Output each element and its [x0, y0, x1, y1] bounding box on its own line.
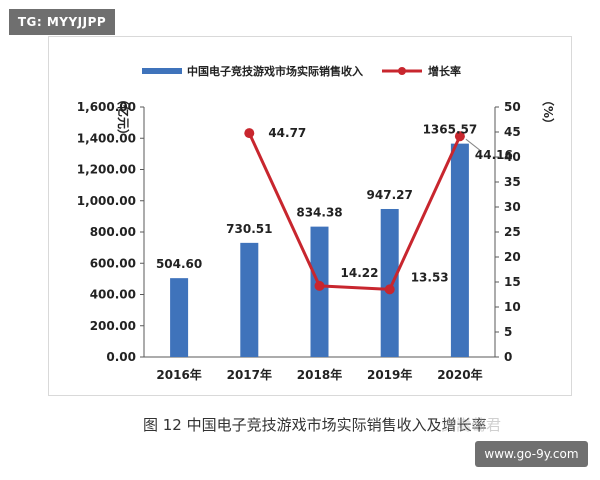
y-left-tick-label: 1,600.00 [77, 100, 136, 114]
bar [450, 143, 469, 357]
legend-line-marker [398, 67, 406, 75]
bar [170, 278, 189, 357]
growth-point [314, 280, 325, 291]
x-tick-label: 2019年 [367, 367, 412, 382]
y-right-tick-label: 40 [504, 150, 521, 164]
y-right-tick-label: 15 [504, 275, 521, 289]
x-tick-label: 2020年 [437, 367, 482, 382]
growth-point [384, 284, 395, 295]
y-left-tick-label: 0.00 [106, 350, 136, 364]
legend-line-label: 增长率 [428, 64, 461, 78]
y-right-tick-label: 20 [504, 250, 521, 264]
x-tick-label: 2018年 [297, 367, 342, 382]
tg-badge: TG: MYYJJPP [9, 9, 115, 35]
bar-data-label: 1365.57 [423, 123, 478, 137]
y-left-tick-label: 400.00 [90, 288, 136, 302]
y-left-tick-label: 1,000.00 [77, 194, 136, 208]
line-data-label: 44.16 [475, 148, 513, 162]
bar-data-label: 947.27 [367, 188, 413, 202]
bar-data-label: 730.51 [226, 222, 272, 236]
legend-bar-swatch [142, 68, 182, 74]
y-left-axis-title: （亿元） [116, 93, 131, 141]
bar [310, 226, 329, 357]
line-data-label: 44.77 [268, 126, 306, 140]
bar-data-label: 504.60 [156, 257, 202, 271]
y-left-tick-label: 1,200.00 [77, 163, 136, 177]
y-right-tick-label: 30 [504, 200, 521, 214]
legend-bar-label: 中国电子竞技游戏市场实际销售收入 [187, 64, 363, 78]
line-data-label: 13.53 [411, 270, 449, 284]
growth-point [454, 131, 465, 142]
label-leader-line [465, 138, 481, 151]
chart-frame: 中国电子竞技游戏市场实际销售收入 增长率 0.00 200.00 400.00 600.0… [48, 36, 572, 396]
bar [380, 208, 399, 357]
y-left-tick-label: 1,400.00 [77, 131, 136, 145]
figure-caption: 图 12 中国电子竞技游戏市场实际销售收入及增长率 资嵩萄君 [143, 414, 501, 435]
y-right-tick-label: 25 [504, 225, 521, 239]
y-right-axis-title: （%） [541, 94, 556, 130]
figure-caption-text: 图 12 中国电子竞技游戏市场实际销售收入及增长率 [143, 416, 487, 434]
line-data-label: 14.22 [341, 266, 379, 280]
sales-growth-chart: 中国电子竞技游戏市场实际销售收入 增长率 0.00 200.00 400.00 600.0… [77, 64, 556, 382]
y-right-tick-label: 45 [504, 125, 521, 139]
x-tick-label: 2017年 [227, 367, 272, 382]
x-tick-label: 2016年 [156, 367, 201, 382]
y-left-tick-label: 600.00 [90, 256, 136, 270]
y-right-tick-label: 50 [504, 100, 521, 114]
growth-line [247, 132, 462, 291]
bar-data-label: 834.38 [296, 206, 342, 220]
site-url-badge[interactable]: www.go-9y.com [475, 441, 588, 467]
y-left-tick-label: 800.00 [90, 225, 136, 239]
bar [240, 242, 259, 357]
caption-watermark: 资嵩萄君 [441, 416, 502, 434]
y-right-tick-label: 35 [504, 175, 521, 189]
y-right-tick-label: 0 [504, 350, 512, 364]
y-left-tick-label: 200.00 [90, 319, 136, 333]
y-right-tick-label: 10 [504, 300, 521, 314]
y-right-tick-label: 5 [504, 325, 512, 339]
growth-point [244, 128, 255, 139]
